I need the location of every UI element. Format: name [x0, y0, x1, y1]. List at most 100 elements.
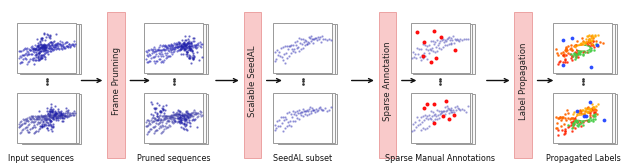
Point — [427, 46, 437, 49]
Point — [22, 129, 32, 132]
Point — [555, 59, 565, 62]
Point — [47, 116, 58, 118]
Point — [442, 109, 452, 111]
Point — [574, 52, 584, 54]
Point — [155, 58, 165, 60]
Point — [156, 110, 166, 112]
Point — [581, 118, 591, 120]
Point — [148, 50, 158, 53]
Point — [33, 57, 43, 59]
Point — [173, 120, 183, 123]
Point — [145, 127, 156, 130]
Point — [148, 132, 159, 134]
Point — [186, 46, 196, 49]
Point — [144, 130, 154, 132]
Point — [412, 46, 422, 49]
Point — [429, 41, 440, 43]
Point — [143, 48, 154, 51]
Point — [457, 39, 467, 41]
Point — [50, 104, 60, 107]
Point — [575, 110, 585, 113]
Point — [588, 35, 598, 38]
Point — [162, 120, 172, 123]
Point — [36, 114, 46, 117]
Point — [573, 47, 583, 50]
Point — [288, 120, 298, 123]
Point — [181, 114, 191, 116]
Point — [578, 116, 588, 119]
Point — [566, 56, 576, 59]
Point — [152, 119, 162, 121]
Bar — [147, 24, 206, 74]
Point — [173, 108, 183, 111]
Point — [40, 46, 51, 48]
Point — [38, 44, 48, 46]
Point — [47, 48, 57, 50]
Point — [577, 43, 587, 46]
Point — [158, 124, 168, 127]
Point — [146, 113, 156, 115]
Point — [451, 105, 461, 108]
Point — [33, 44, 43, 47]
Point — [152, 59, 163, 62]
Point — [38, 46, 48, 49]
Point — [29, 43, 40, 46]
Point — [141, 50, 151, 52]
Point — [283, 121, 293, 123]
Point — [561, 54, 572, 57]
Point — [17, 122, 28, 125]
Point — [575, 114, 586, 117]
Point — [168, 113, 179, 116]
Point — [54, 47, 65, 50]
Point — [148, 47, 158, 50]
Point — [572, 115, 582, 118]
Point — [435, 113, 445, 115]
Point — [459, 38, 469, 40]
Bar — [413, 24, 472, 74]
Point — [582, 48, 593, 50]
Point — [30, 54, 40, 57]
Point — [590, 118, 600, 120]
Point — [162, 56, 172, 58]
Point — [300, 109, 310, 112]
Point — [583, 120, 593, 123]
Point — [29, 48, 40, 50]
Point — [179, 116, 189, 118]
Point — [163, 54, 173, 57]
Point — [38, 118, 49, 121]
Point — [297, 43, 307, 46]
Point — [28, 115, 38, 118]
Point — [172, 116, 182, 119]
Point — [176, 118, 186, 121]
Point — [54, 111, 64, 114]
Point — [566, 53, 576, 55]
Text: Label Propagation: Label Propagation — [519, 43, 528, 120]
Point — [163, 45, 173, 48]
Point — [142, 51, 152, 54]
Point — [166, 53, 177, 56]
Point — [187, 49, 197, 52]
Point — [290, 50, 300, 53]
Bar — [107, 12, 125, 158]
Point — [184, 44, 194, 47]
Point — [157, 131, 167, 133]
Point — [67, 113, 77, 116]
Point — [170, 114, 180, 116]
Point — [308, 109, 318, 112]
Point — [170, 48, 180, 51]
Point — [45, 41, 56, 43]
Point — [159, 52, 170, 55]
Point — [180, 113, 191, 116]
Point — [416, 128, 426, 131]
Point — [26, 45, 36, 48]
Point — [188, 37, 198, 40]
Point — [154, 51, 164, 54]
Point — [45, 111, 56, 114]
Point — [568, 126, 578, 128]
Point — [30, 48, 40, 51]
Point — [39, 117, 49, 119]
Point — [14, 49, 24, 52]
Point — [44, 36, 54, 38]
Circle shape — [577, 116, 589, 119]
Point — [144, 53, 154, 55]
